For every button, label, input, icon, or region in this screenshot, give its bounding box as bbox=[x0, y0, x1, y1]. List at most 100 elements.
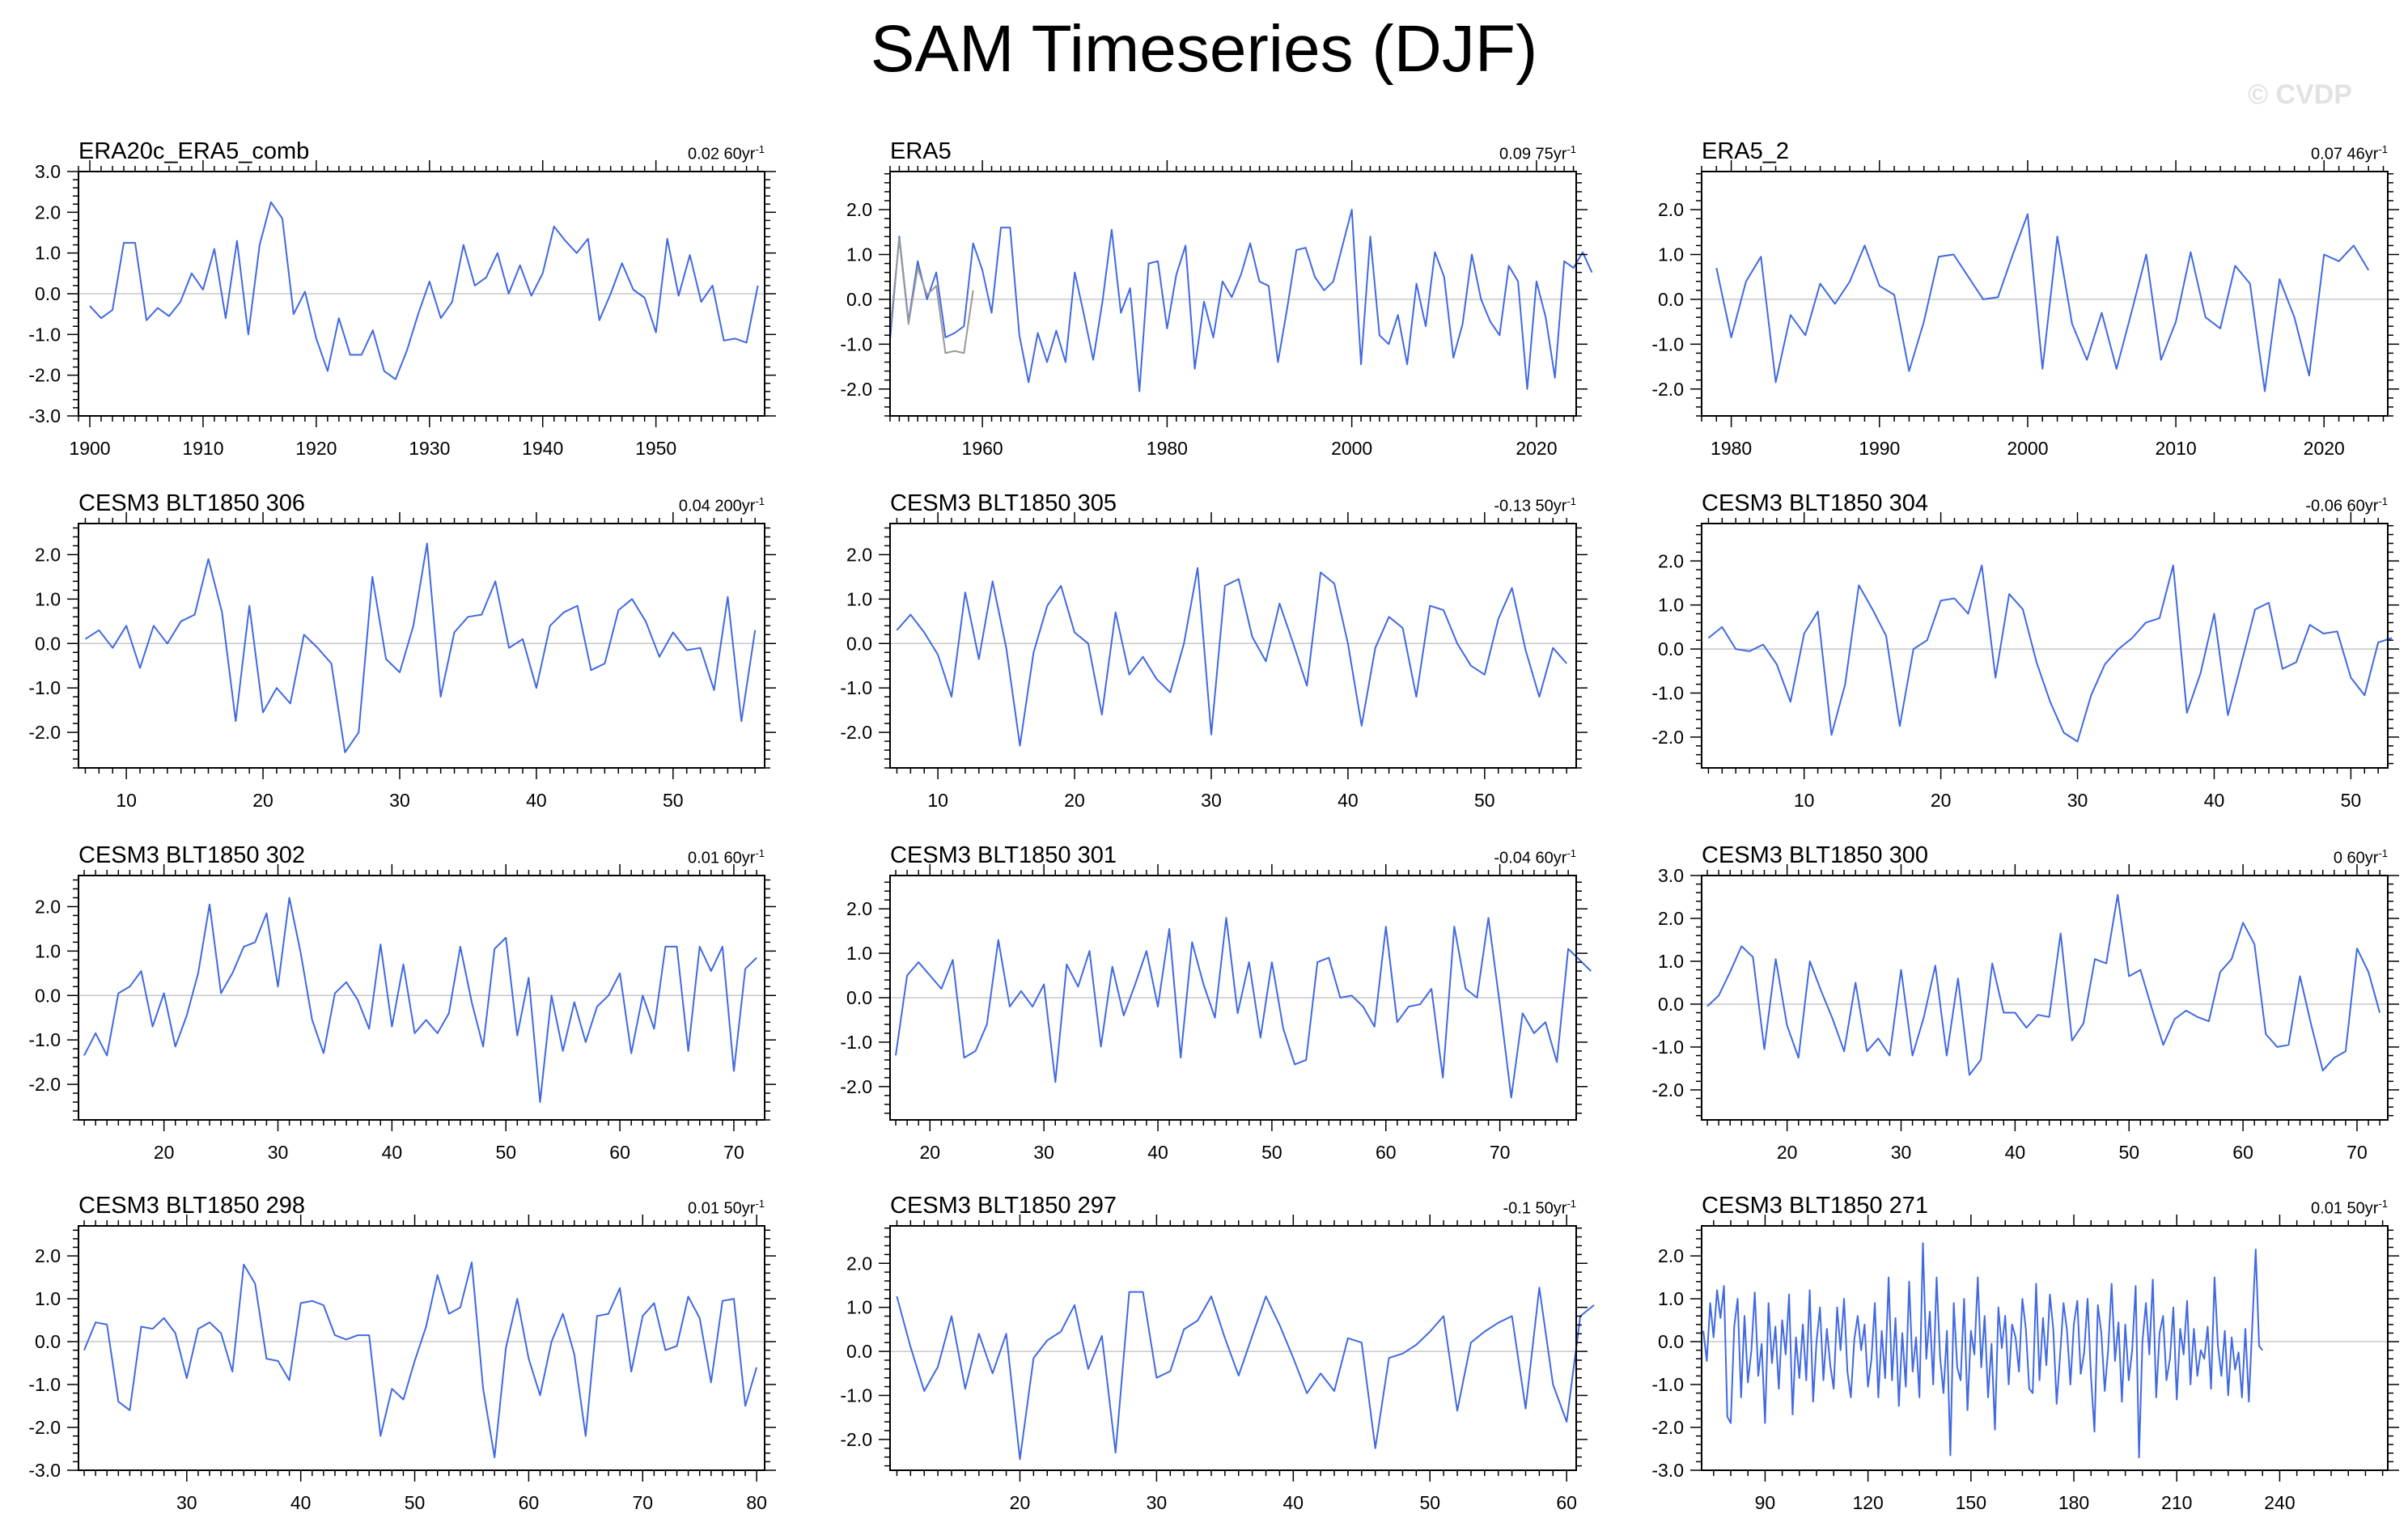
x-tick-label: 2000 bbox=[2007, 438, 2048, 459]
chart-svg: 10 20 30 40 50 -2.0 -1.0 0.0 1.0 2.0 bbox=[840, 512, 1588, 811]
chart-svg: 1960 1980 2000 2020 -2.0 -1.0 0.0 1.0 2.0 bbox=[840, 160, 1593, 459]
panel-title: CESM3 BLT1850 302 bbox=[78, 842, 305, 868]
y-tick-label: -1.0 bbox=[28, 1029, 61, 1050]
x-tick-label: 40 bbox=[2005, 1142, 2026, 1163]
chart-svg: 1900 1910 1920 1930 1940 1950 -3.0 -2.0 -1.0 0.0 1… bbox=[28, 160, 776, 459]
y-tick-label: 0.0 bbox=[1658, 289, 1684, 310]
y-tick-label: 1.0 bbox=[35, 588, 61, 609]
panel-trend: 0 60yr-1 bbox=[2145, 847, 2388, 868]
y-tick-label: 0.0 bbox=[1658, 638, 1684, 659]
x-tick-label: 50 bbox=[2118, 1142, 2139, 1163]
y-tick-label: 2.0 bbox=[35, 201, 61, 223]
x-tick-label: 40 bbox=[1338, 790, 1359, 811]
trend-period: 60yr bbox=[2347, 497, 2379, 515]
y-tick-label: -2.0 bbox=[840, 379, 872, 400]
chart-panel: 90 120 150 180 210 240 -3.0 -2.0 -1.0 0.0 1.0 2.0 bbox=[1651, 1215, 2399, 1513]
y-tick-label: -2.0 bbox=[840, 722, 872, 743]
y-tick-label: 1.0 bbox=[1658, 595, 1684, 616]
y-tick-label: 0.0 bbox=[35, 283, 61, 304]
panel-trend: 0.01 50yr-1 bbox=[522, 1198, 765, 1219]
y-tick-label: 0.0 bbox=[1658, 994, 1684, 1015]
y-tick-label: -2.0 bbox=[840, 1076, 872, 1097]
trend-exponent: -1 bbox=[2378, 495, 2388, 507]
plot-frame bbox=[1701, 523, 2389, 769]
x-tick-label: 210 bbox=[2161, 1492, 2192, 1513]
trend-period: 60yr bbox=[723, 849, 756, 867]
trend-value: 0.02 bbox=[688, 145, 724, 163]
panel-title: ERA5_2 bbox=[1702, 138, 1790, 164]
x-tick-label: 20 bbox=[154, 1142, 175, 1163]
x-tick-label: 50 bbox=[1474, 790, 1495, 811]
x-tick-label: 60 bbox=[1556, 1492, 1577, 1513]
x-tick-label: 1930 bbox=[409, 438, 450, 459]
trend-exponent: -1 bbox=[755, 143, 765, 155]
chart-panel: 20 30 40 50 60 70 -2.0 -1.0 0.0 1.0 2.0 3.0 bbox=[1651, 864, 2399, 1163]
x-tick-label: 1980 bbox=[1147, 438, 1188, 459]
trend-exponent: -1 bbox=[1566, 847, 1576, 859]
panel-trend: 0.01 60yr-1 bbox=[522, 847, 765, 868]
y-tick-label: -2.0 bbox=[28, 722, 61, 743]
chart-panel: 10 20 30 40 50 -2.0 -1.0 0.0 1.0 2.0 bbox=[840, 512, 1588, 811]
chart-panel: 30 40 50 60 70 80 -3.0 -2.0 -1.0 0.0 1.0 2.0 bbox=[28, 1215, 776, 1513]
trend-period: 50yr bbox=[1535, 1199, 1567, 1218]
trend-value: 0 bbox=[2333, 849, 2347, 867]
panel-title: CESM3 BLT1850 301 bbox=[890, 842, 1117, 868]
plot-frame bbox=[889, 171, 1577, 417]
x-tick-label: 30 bbox=[268, 1142, 289, 1163]
x-tick-label: 70 bbox=[723, 1142, 744, 1163]
x-tick-label: 30 bbox=[389, 790, 410, 811]
y-tick-label: -1.0 bbox=[1651, 1374, 1684, 1395]
trend-value: -0.13 bbox=[1494, 497, 1536, 515]
chart-svg: 1980 1990 2000 2010 2020 -2.0 -1.0 0.0 1.0 2.0 bbox=[1651, 160, 2399, 459]
y-tick-label: 2.0 bbox=[846, 1253, 872, 1274]
y-tick-label: 2.0 bbox=[1658, 1245, 1684, 1266]
x-tick-label: 40 bbox=[290, 1492, 312, 1513]
series-line bbox=[83, 1261, 758, 1459]
y-tick-label: -2.0 bbox=[1651, 1417, 1684, 1438]
x-tick-label: 30 bbox=[176, 1492, 197, 1513]
x-tick-label: 50 bbox=[495, 1142, 516, 1163]
x-tick-label: 1940 bbox=[522, 438, 563, 459]
y-tick-label: -2.0 bbox=[1651, 1079, 1684, 1100]
panel-title: CESM3 BLT1850 304 bbox=[1702, 490, 1928, 516]
y-tick-label: -2.0 bbox=[28, 365, 61, 386]
x-tick-label: 20 bbox=[1064, 790, 1085, 811]
series-line bbox=[89, 201, 759, 380]
y-tick-label: 0.0 bbox=[35, 985, 61, 1006]
y-tick-label: -2.0 bbox=[1651, 727, 1684, 748]
y-tick-label: 0.0 bbox=[846, 1341, 872, 1362]
x-tick-label: 40 bbox=[382, 1142, 403, 1163]
y-tick-label: 1.0 bbox=[35, 243, 61, 264]
trend-period: 60yr bbox=[2347, 849, 2379, 867]
x-tick-label: 120 bbox=[1852, 1492, 1883, 1513]
trend-exponent: -1 bbox=[1566, 1198, 1576, 1210]
chart-panel: 10 20 30 40 50 -2.0 -1.0 0.0 1.0 2.0 bbox=[28, 512, 776, 811]
y-tick-label: 3.0 bbox=[35, 161, 61, 182]
x-tick-label: 10 bbox=[1794, 790, 1815, 811]
y-tick-label: -1.0 bbox=[28, 677, 61, 698]
x-tick-label: 50 bbox=[1261, 1142, 1282, 1163]
y-tick-label: 2.0 bbox=[1658, 908, 1684, 929]
y-tick-label: -1.0 bbox=[840, 677, 872, 698]
x-tick-label: 150 bbox=[1956, 1492, 1986, 1513]
panel-title: CESM3 BLT1850 271 bbox=[1702, 1193, 1928, 1219]
y-tick-label: 2.0 bbox=[35, 896, 61, 917]
y-tick-label: -2.0 bbox=[1651, 379, 1684, 400]
trend-value: -0.06 bbox=[2305, 497, 2347, 515]
panel-trend: 0.04 200yr-1 bbox=[522, 495, 765, 516]
panel-title: CESM3 BLT1850 305 bbox=[890, 490, 1117, 516]
y-tick-label: 1.0 bbox=[1658, 244, 1684, 265]
trend-value: 0.01 bbox=[688, 849, 724, 867]
panel-trend: 0.07 46yr-1 bbox=[2145, 143, 2388, 164]
x-tick-label: 2000 bbox=[1331, 438, 1372, 459]
plot-frame bbox=[889, 523, 1577, 769]
y-tick-label: -1.0 bbox=[28, 1374, 61, 1395]
chart-svg: 10 20 30 40 50 -2.0 -1.0 0.0 1.0 2.0 bbox=[28, 512, 776, 811]
x-tick-label: 40 bbox=[1283, 1492, 1304, 1513]
y-tick-label: -3.0 bbox=[1651, 1460, 1684, 1481]
trend-value: 0.01 bbox=[2311, 1199, 2347, 1218]
panel-title: CESM3 BLT1850 306 bbox=[78, 490, 305, 516]
trend-exponent: -1 bbox=[755, 1198, 765, 1210]
series-line bbox=[1707, 564, 2393, 743]
trend-exponent: -1 bbox=[1566, 143, 1576, 155]
